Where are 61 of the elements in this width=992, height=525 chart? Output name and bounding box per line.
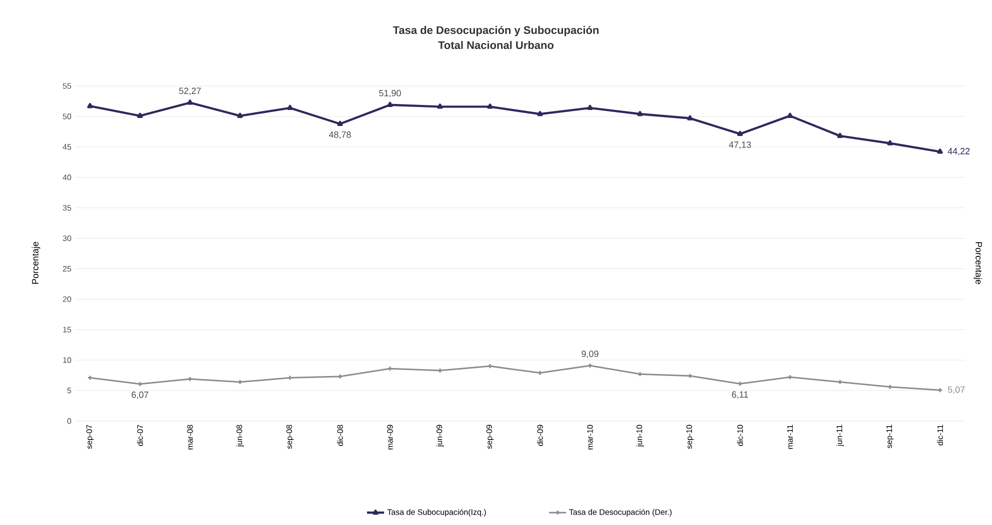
- x-tick-label: dic-11: [937, 424, 943, 446]
- data-label: 52,27: [179, 88, 201, 96]
- x-tick-label: mar-08: [187, 424, 193, 450]
- y2-axis-title: Porcentaje: [974, 242, 982, 284]
- y-tick-label: 10: [63, 357, 72, 363]
- point: [437, 104, 443, 109]
- data-label: 48,78: [328, 131, 351, 139]
- point: [287, 104, 293, 110]
- x-tick-label: mar-11: [787, 424, 793, 449]
- point: [337, 120, 343, 126]
- y-tick-label: 0: [67, 418, 72, 424]
- y-tick-label: 20: [62, 296, 72, 302]
- point: [387, 102, 393, 107]
- x-tick-label: sep-08: [286, 424, 294, 449]
- x-tick-label: jun-10: [636, 424, 644, 447]
- point: [237, 112, 243, 118]
- data-label: 5,07: [948, 386, 965, 394]
- point: [487, 104, 493, 109]
- x-tick-label: sep-10: [686, 424, 694, 449]
- data-label: 44,22: [948, 148, 970, 156]
- y-tick-label: 35: [62, 204, 72, 211]
- x-tick-label: sep-11: [886, 424, 894, 448]
- point: [837, 132, 843, 138]
- point: [187, 100, 193, 105]
- x-tick-label: dic-08: [337, 424, 343, 446]
- x-tick-label: jun-11: [836, 424, 844, 446]
- y-axis-title: Porcentaje: [32, 242, 40, 284]
- y-tick-label: 30: [62, 235, 72, 242]
- point: [787, 112, 793, 118]
- data-label: 47,13: [728, 141, 751, 149]
- y-tick-label: 40: [62, 174, 72, 180]
- chart-title: Tasa de Desocupación y Subocupación: [392, 26, 599, 36]
- data-label: 6,11: [732, 391, 748, 399]
- point: [887, 140, 893, 146]
- point: [137, 112, 143, 118]
- x-tick-label: mar-10: [587, 424, 593, 450]
- chart-subtitle: Total Nacional Urbano: [438, 40, 554, 50]
- y-tick-label: 55: [62, 83, 72, 89]
- y-tick-label: 25: [62, 266, 72, 272]
- x-tick-label: mar-09: [387, 424, 393, 450]
- point: [737, 130, 743, 136]
- y-tick-label: 50: [62, 114, 72, 120]
- data-label: 51,90: [379, 90, 401, 98]
- x-tick-label: dic-09: [537, 424, 543, 446]
- y-tick-label: 45: [62, 144, 72, 150]
- point: [587, 104, 593, 110]
- y-tick-label: 5: [67, 388, 72, 394]
- point: [537, 110, 543, 116]
- data-label: 6,07: [132, 392, 148, 399]
- x-tick-label: sep-09: [486, 424, 494, 449]
- x-tick-label: sep-07: [86, 424, 94, 449]
- point: [687, 115, 693, 120]
- point: [637, 110, 643, 116]
- data-label: 9,09: [582, 350, 598, 358]
- y-tick-label: 15: [63, 326, 72, 332]
- legend-label: Tasa de Subocupación(Izq.): [387, 508, 486, 517]
- x-tick-label: dic-10: [737, 424, 743, 446]
- x-tick-label: jun-08: [236, 424, 244, 447]
- x-tick-label: dic-07: [137, 424, 143, 446]
- x-tick-label: jun-09: [436, 424, 444, 447]
- legend-label: Tasa de Desocupación (Der.): [569, 508, 672, 517]
